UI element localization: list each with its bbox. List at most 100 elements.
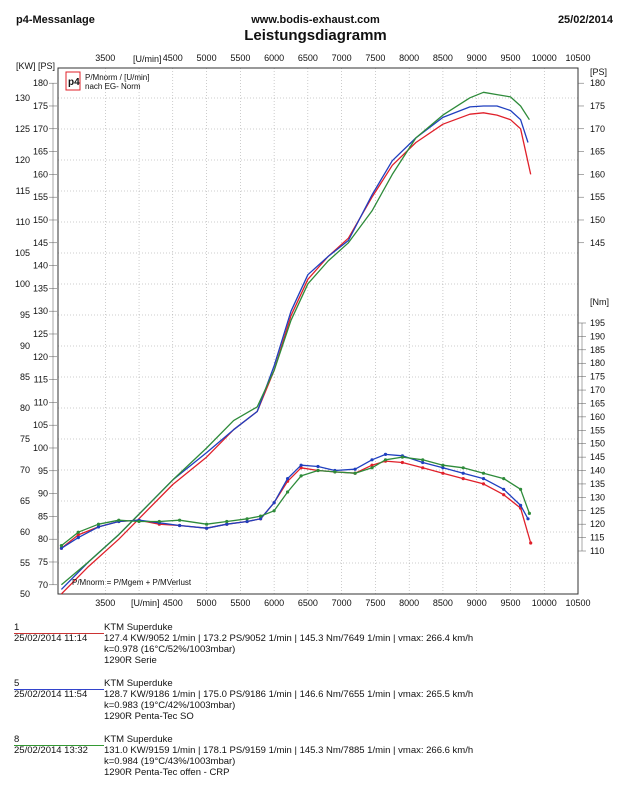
data-point-run5 xyxy=(316,464,320,469)
kw-tick-label: 75 xyxy=(20,434,30,444)
nm-right-tick-label: 120 xyxy=(590,519,605,529)
data-point-run5 xyxy=(421,460,425,465)
x-tick-label-bottom: 6500 xyxy=(298,598,318,608)
data-point-run5 xyxy=(519,503,523,507)
ps-left-tick-label: 75 xyxy=(38,557,48,567)
run-number: 5 xyxy=(14,678,104,690)
ps-left-tick-label: 105 xyxy=(33,420,48,430)
page-title: Leistungsdiagramm xyxy=(244,27,387,44)
data-point-run8 xyxy=(59,544,64,548)
x-tick-label-bottom: 7500 xyxy=(365,598,385,608)
nm-right-tick-label: 195 xyxy=(590,318,605,328)
data-point-run5 xyxy=(259,517,263,521)
data-point-run5 xyxy=(299,463,303,467)
ps-left-tick-label: 100 xyxy=(33,443,48,453)
ps-left-tick-label: 150 xyxy=(33,215,48,225)
kw-tick-label: 115 xyxy=(16,186,30,196)
x-tick-label-top: 7500 xyxy=(365,53,385,63)
run-k: k=0.983 (19°C/42%/1003mbar) xyxy=(104,700,236,711)
nm-right-tick-label: 165 xyxy=(590,398,605,408)
data-point-run1 xyxy=(461,477,465,481)
data-point-run1 xyxy=(370,463,374,467)
x-tick-label-top: 9500 xyxy=(500,53,520,63)
series-line-run5-power xyxy=(60,105,529,590)
kw-unit-label: [KW] xyxy=(16,61,36,71)
data-point-run8 xyxy=(245,517,249,521)
kw-tick-label: 90 xyxy=(20,341,30,351)
data-point-run5 xyxy=(441,466,445,470)
series-line-run5-torque xyxy=(61,453,529,549)
ps-right-tick-label: 175 xyxy=(590,101,605,111)
plot-frame xyxy=(57,67,579,595)
data-point-run8 xyxy=(502,477,506,481)
header-left: p4-Messanlage xyxy=(16,14,95,26)
ps-left-tick-label: 95 xyxy=(38,466,48,476)
x-tick-label-top: 5000 xyxy=(197,53,217,63)
rpm-unit-top: [U/min] xyxy=(133,54,162,64)
run-date: 25/02/2014 11:14 xyxy=(14,633,88,644)
kw-tick-label: 85 xyxy=(20,372,30,382)
data-point-run8 xyxy=(481,471,486,475)
kw-tick-label: 100 xyxy=(15,279,30,289)
x-tick-label-top: 8500 xyxy=(433,53,453,63)
ps-right-tick-label: 160 xyxy=(590,169,605,179)
data-point-run5 xyxy=(370,458,374,462)
ps-left-tick-label: 175 xyxy=(33,101,48,111)
data-point-run8 xyxy=(96,522,101,526)
run-variant: 1290R Serie xyxy=(104,655,157,666)
data-point-run5 xyxy=(225,522,229,526)
x-tick-label-bottom: 4500 xyxy=(163,598,183,608)
x-tick-label-top: 5500 xyxy=(230,53,250,63)
data-point-run8 xyxy=(333,470,337,474)
nm-right-tick-label: 175 xyxy=(590,372,605,382)
data-point-run5 xyxy=(272,501,276,505)
data-point-run8 xyxy=(383,458,388,462)
ps-left-tick-label: 135 xyxy=(33,283,48,293)
data-point-run8 xyxy=(400,455,404,459)
nm-right-tick-label: 135 xyxy=(590,479,605,489)
ps-left-tick-label: 140 xyxy=(33,261,48,271)
ps-unit-label-right: [PS] xyxy=(590,67,607,77)
run-name: KTM Superduke xyxy=(104,622,173,633)
p4-logo-text: p4 xyxy=(68,77,80,88)
dyno-chart: 3500 3500 4500 4500 5000 5000 5500 5500 6000 6000… xyxy=(15,53,609,608)
run-number: 1 xyxy=(14,622,104,634)
ps-right-tick-label: 165 xyxy=(590,147,605,157)
ps-right-tick-label: 150 xyxy=(590,215,605,225)
data-point-run5 xyxy=(461,471,465,475)
grid xyxy=(58,68,579,595)
x-tick-label-top: 9000 xyxy=(467,53,487,63)
p4-logo xyxy=(65,71,81,91)
nm-right-tick-label: 185 xyxy=(590,345,605,355)
run-date: 25/02/2014 11:54 xyxy=(14,689,88,700)
data-point-run8 xyxy=(461,466,465,470)
ps-left-tick-label: 80 xyxy=(38,534,48,544)
ps-left-tick-label: 90 xyxy=(38,489,48,499)
x-tick-label-top: 6500 xyxy=(298,53,318,63)
ps-left-tick-label: 70 xyxy=(38,580,48,590)
x-tick-label-bottom: 6000 xyxy=(264,598,284,608)
legend-line2: nach EG- Norm xyxy=(85,82,141,91)
kw-tick-label: 130 xyxy=(15,93,30,103)
formula-text: P/Mnorm = P/Mgem + P/MVerlust xyxy=(72,578,192,587)
run-stats: 128.7 KW/9186 1/min | 175.0 PS/9186 1/mi… xyxy=(104,689,474,700)
kw-tick-label: 55 xyxy=(20,558,30,568)
ps-left-tick-label: 85 xyxy=(38,511,48,521)
kw-tick-label: 70 xyxy=(20,465,30,475)
data-point-run1 xyxy=(529,541,533,545)
series-line-run8-power xyxy=(60,91,530,586)
x-tick-label-bottom: 9500 xyxy=(500,598,520,608)
ps-left-tick-label: 160 xyxy=(33,169,48,179)
nm-right-tick-label: 150 xyxy=(590,439,605,449)
ps-left-tick-label: 110 xyxy=(34,397,48,407)
nm-right-tick-label: 130 xyxy=(590,492,605,502)
data-point-run8 xyxy=(157,519,161,524)
x-tick-label-bottom: 8000 xyxy=(399,598,419,608)
data-point-run5 xyxy=(481,477,486,481)
run-stats: 131.0 KW/9159 1/min | 178.1 PS/9159 1/mi… xyxy=(104,745,474,756)
header-center: www.bodis-exhaust.com xyxy=(251,14,380,26)
x-tick-label-bottom: 3500 xyxy=(95,598,115,608)
run-name: KTM Superduke xyxy=(104,734,173,745)
data-point-run1 xyxy=(421,466,425,470)
nm-right-tick-label: 170 xyxy=(590,385,605,395)
